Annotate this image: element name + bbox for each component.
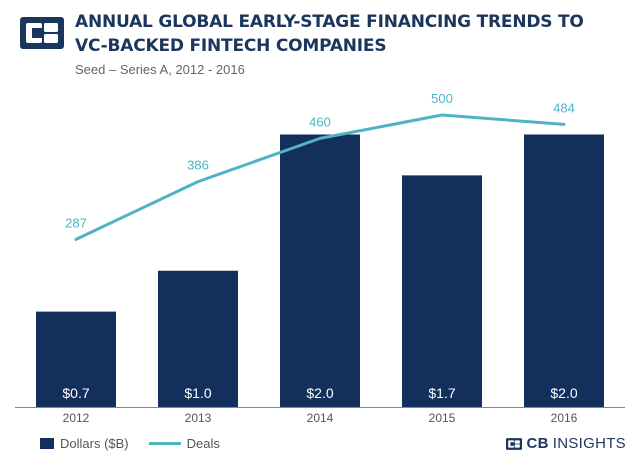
bar-value-label-2015: $1.7 (428, 385, 455, 401)
bar-value-label-2016: $2.0 (550, 385, 577, 401)
x-tick-label-2012: 2012 (63, 411, 90, 425)
bar-value-label-2014: $2.0 (306, 385, 333, 401)
chart-title-line-1: ANNUAL GLOBAL EARLY-STAGE FINANCING TREN… (75, 12, 584, 32)
x-tick-label-2013: 2013 (185, 411, 212, 425)
x-tick-label-2015: 2015 (429, 411, 456, 425)
x-tick-label-2016: 2016 (551, 411, 578, 425)
bar-2016 (524, 134, 604, 407)
cb-insights-brand: CB INSIGHTS (506, 435, 626, 452)
chart-title: ANNUAL GLOBAL EARLY-STAGE FINANCING TREN… (75, 10, 635, 58)
bar-value-label-2012: $0.7 (62, 385, 89, 401)
brand-text-light: INSIGHTS (552, 435, 626, 452)
chart-subtitle: Seed – Series A, 2012 - 2016 (75, 62, 245, 77)
bar-2012 (36, 311, 116, 407)
deals-label-2014: 460 (309, 114, 331, 129)
legend-line-swatch (148, 442, 181, 445)
legend-item-dollars: Dollars ($B) (40, 436, 129, 451)
legend-deals-label: Deals (186, 436, 220, 451)
cb-insights-mini-logo-icon (506, 437, 523, 450)
chart-legend: Dollars ($B) Deals (40, 436, 220, 451)
legend-bar-swatch (40, 438, 54, 449)
deals-label-2016: 484 (553, 100, 575, 115)
deals-label-2013: 386 (187, 158, 209, 173)
x-tick-label-2014: 2014 (307, 411, 334, 425)
legend-item-deals: Deals (148, 436, 220, 451)
bar-value-label-2013: $1.0 (184, 385, 211, 401)
deals-line (74, 113, 566, 241)
legend-dollars-label: Dollars ($B) (60, 436, 129, 451)
cb-insights-logo-icon (20, 17, 64, 49)
deals-label-2012: 287 (65, 215, 87, 230)
deals-label-2015: 500 (431, 91, 453, 106)
brand-text-strong: CB (526, 435, 549, 452)
bar-2013 (158, 270, 238, 407)
bar-2014 (280, 134, 360, 407)
chart-title-line-2: VC-BACKED FINTECH COMPANIES (75, 36, 387, 56)
bar-2015 (402, 175, 482, 407)
